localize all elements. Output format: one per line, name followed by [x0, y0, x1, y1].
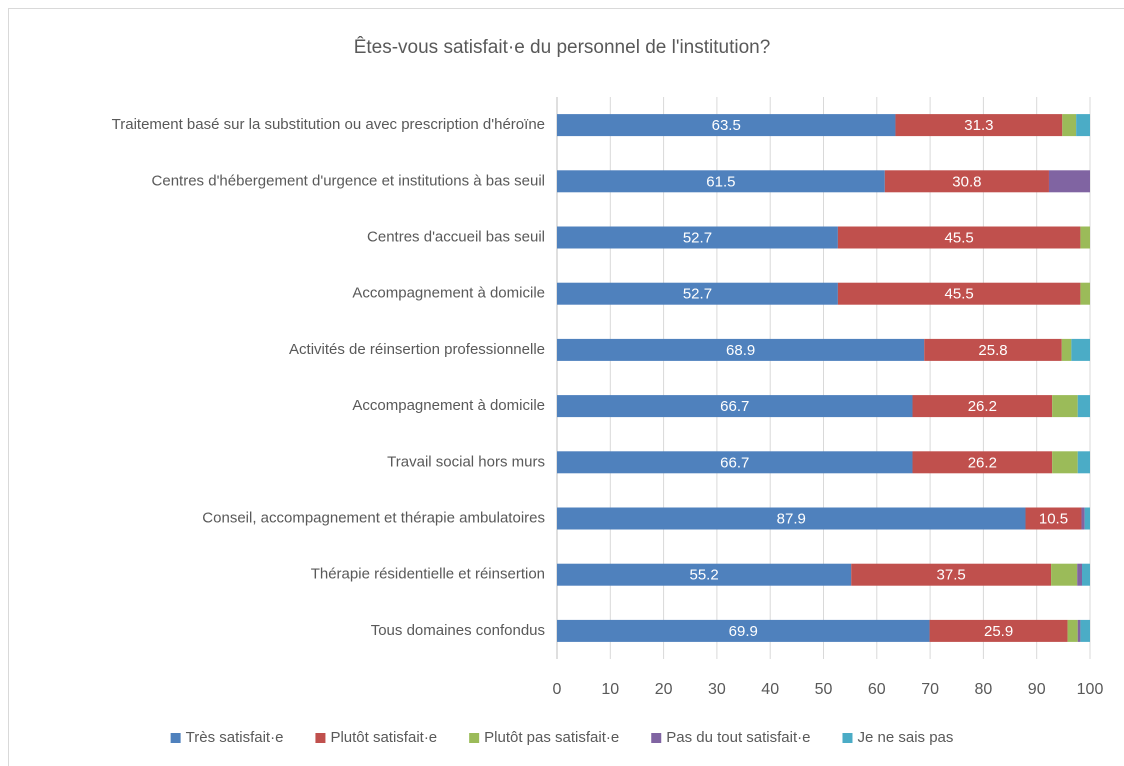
legend-swatch — [651, 733, 662, 743]
bar-segment — [895, 114, 1063, 137]
x-tick-label: 90 — [1028, 681, 1046, 698]
bar-segment — [837, 282, 1081, 305]
bar-segment — [837, 226, 1081, 249]
y-tick-label: Centres d'accueil bas seuil — [367, 228, 545, 245]
legend-label: Très satisfait·e — [186, 729, 284, 746]
value-label: 30.8 — [952, 173, 981, 190]
value-label: 31.3 — [964, 117, 993, 134]
bar-segment — [1076, 114, 1090, 137]
bar-segment — [851, 563, 1052, 586]
bar-segment — [557, 170, 885, 193]
bar-segment — [1077, 451, 1090, 474]
legend-label: Plutôt pas satisfait·e — [484, 729, 619, 746]
legend-swatch — [469, 733, 480, 743]
x-tick-label: 30 — [708, 681, 726, 698]
x-tick-label: 80 — [975, 681, 993, 698]
legend-item: Plutôt satisfait·e — [315, 729, 437, 746]
bar-segment — [1051, 563, 1078, 586]
bar-segment — [1082, 563, 1090, 586]
value-label: 63.5 — [712, 117, 741, 134]
value-label: 45.5 — [945, 286, 974, 303]
bar-segment — [1080, 282, 1090, 305]
x-tick-label: 10 — [601, 681, 619, 698]
bar-segment — [1062, 114, 1077, 137]
bar-segment — [1048, 170, 1090, 193]
value-label: 55.2 — [690, 567, 719, 584]
bar-segment — [1067, 619, 1078, 642]
value-label: 61.5 — [706, 173, 735, 190]
legend-item: Très satisfait·e — [170, 729, 284, 746]
bar-segment — [1080, 619, 1090, 642]
legend-swatch — [842, 733, 853, 743]
value-label: 37.5 — [937, 567, 966, 584]
bar-segment — [929, 619, 1068, 642]
bar-segment — [1077, 563, 1083, 586]
bar-segment — [557, 395, 913, 418]
bar-segment — [1052, 451, 1078, 474]
x-tick-label: 50 — [815, 681, 833, 698]
legend-item: Pas du tout satisfait·e — [651, 729, 810, 746]
bar-segment — [557, 226, 838, 249]
x-tick-label: 70 — [921, 681, 939, 698]
y-tick-label: Accompagnement à domicile — [352, 285, 545, 302]
value-label: 52.7 — [683, 229, 712, 246]
value-label: 52.7 — [683, 286, 712, 303]
legend-swatch — [315, 733, 326, 743]
y-tick-label: Thérapie résidentielle et réinsertion — [311, 566, 545, 583]
x-tick-label: 100 — [1077, 681, 1104, 698]
bar-segment — [557, 114, 896, 137]
bar-segment — [884, 170, 1049, 193]
value-label: 10.5 — [1039, 510, 1068, 527]
value-label: 66.7 — [720, 454, 749, 471]
bar-segment — [1081, 507, 1085, 530]
value-label: 26.2 — [968, 454, 997, 471]
x-tick-label: 0 — [553, 681, 562, 698]
chart-title: Êtes-vous satisfait·e du personnel de l'… — [354, 36, 771, 58]
bar-segment — [1077, 619, 1081, 642]
bar-segment — [557, 507, 1026, 530]
x-tick-label: 20 — [655, 681, 673, 698]
bar-segment — [1052, 395, 1078, 418]
bar-segment — [557, 451, 913, 474]
bar-segment — [912, 395, 1053, 418]
legend-label: Je ne sais pas — [857, 729, 953, 746]
value-label: 45.5 — [945, 229, 974, 246]
value-label: 68.9 — [726, 342, 755, 359]
value-label: 26.2 — [968, 398, 997, 415]
bar-segment — [557, 282, 838, 305]
x-tick-label: 60 — [868, 681, 886, 698]
bar-segment — [924, 338, 1062, 361]
bar-segment — [557, 619, 930, 642]
legend-item: Je ne sais pas — [842, 729, 953, 746]
y-tick-label: Conseil, accompagnement et thérapie ambu… — [202, 509, 545, 526]
bar-segment — [1025, 507, 1082, 530]
y-tick-label: Centres d'hébergement d'urgence et insti… — [152, 172, 545, 189]
bar-segment — [912, 451, 1053, 474]
value-label: 25.9 — [984, 623, 1013, 640]
value-label: 87.9 — [777, 510, 806, 527]
value-label: 69.9 — [729, 623, 758, 640]
legend-item: Plutôt pas satisfait·e — [469, 729, 619, 746]
y-tick-label: Traitement basé sur la substitution ou a… — [112, 116, 545, 133]
legend-swatch — [170, 733, 181, 743]
legend-label: Pas du tout satisfait·e — [666, 729, 810, 746]
value-label: 66.7 — [720, 398, 749, 415]
legend-label: Plutôt satisfait·e — [330, 729, 437, 746]
y-tick-label: Tous domaines confondus — [371, 622, 545, 639]
bar-segment — [1084, 507, 1090, 530]
bar-segment — [1071, 338, 1090, 361]
value-label: 25.8 — [978, 342, 1007, 359]
bar-segment — [557, 338, 925, 361]
bar-segment — [1080, 226, 1090, 249]
bar-segment — [557, 563, 852, 586]
bar-segment — [1061, 338, 1072, 361]
y-tick-label: Activités de réinsertion professionnelle — [289, 341, 545, 358]
y-tick-label: Travail social hors murs — [387, 453, 545, 470]
x-tick-label: 40 — [761, 681, 779, 698]
bar-segment — [1077, 395, 1090, 418]
y-tick-label: Accompagnement à domicile — [352, 397, 545, 414]
